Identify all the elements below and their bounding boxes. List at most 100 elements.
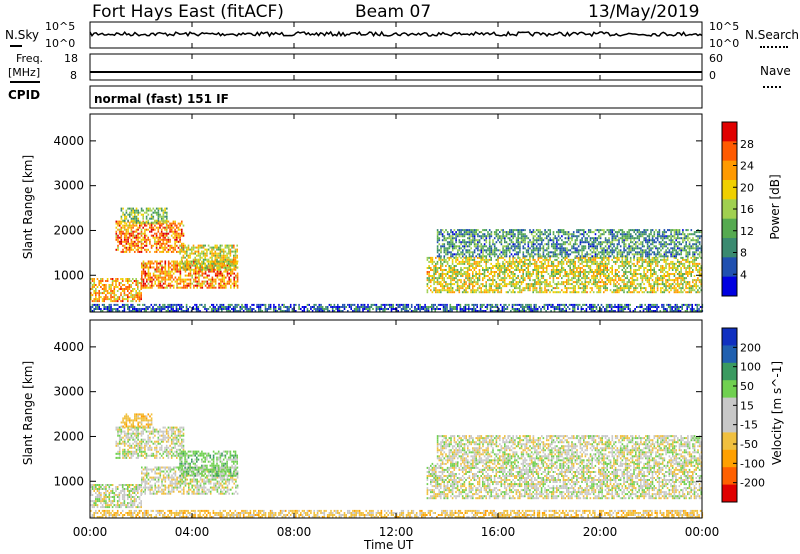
range-gate-cell <box>490 233 493 236</box>
range-gate-cell <box>441 243 444 246</box>
range-gate-cell <box>542 233 545 236</box>
range-gate-cell <box>517 233 519 236</box>
range-gate-cell <box>628 237 630 240</box>
range-gate-cell <box>176 250 178 253</box>
range-gate-cell <box>594 253 597 256</box>
range-gate-cell <box>561 260 563 263</box>
range-gate-cell <box>475 231 477 234</box>
range-gate-cell <box>545 269 548 271</box>
range-gate-cell <box>663 289 666 292</box>
range-gate-cell <box>614 271 617 273</box>
range-gate-cell <box>698 235 701 238</box>
range-gate-cell <box>196 254 198 257</box>
range-gate-cell <box>532 256 534 259</box>
range-gate-cell <box>542 277 545 280</box>
range-gate-cell <box>648 265 650 267</box>
range-gate-cell <box>688 281 691 284</box>
range-gate-cell <box>643 233 645 236</box>
range-gate-cell <box>589 256 592 259</box>
range-gate-cell <box>184 286 187 289</box>
range-gate-cell <box>483 245 486 248</box>
range-gate-cell <box>604 231 607 234</box>
range-gate-cell <box>488 287 491 290</box>
range-gate-cell <box>564 269 566 271</box>
range-gate-cell <box>505 277 508 280</box>
range-gate-cell <box>661 237 664 240</box>
range-gate-cell <box>645 239 647 242</box>
range-gate-cell <box>436 249 439 252</box>
range-gate-cell <box>593 239 595 242</box>
range-gate-cell <box>640 289 642 292</box>
range-gate-cell <box>167 240 170 243</box>
range-gate-cell <box>206 248 208 251</box>
range-gate-cell <box>603 287 605 290</box>
range-gate-cell <box>626 262 629 265</box>
range-gate-cell <box>462 239 464 242</box>
range-gate-cell <box>207 266 210 269</box>
range-gate-cell <box>508 275 511 277</box>
range-gate-cell <box>478 291 481 294</box>
range-gate-cell <box>512 273 514 275</box>
range-gate-cell <box>584 277 587 280</box>
range-gate-cell <box>184 280 187 283</box>
range-gate-cell <box>680 273 682 275</box>
range-gate-cell <box>545 283 548 286</box>
range-gate-cell <box>221 286 224 289</box>
range-gate-cell <box>603 229 605 232</box>
range-gate-cell <box>522 253 525 256</box>
range-gate-cell <box>624 285 627 288</box>
range-gate-cell <box>673 285 676 288</box>
range-gate-cell <box>582 269 585 271</box>
range-gate-cell <box>176 262 178 265</box>
range-gate-cell <box>673 281 676 284</box>
range-gate-cell <box>515 253 518 256</box>
range-gate-cell <box>576 243 578 246</box>
range-gate-cell <box>91 288 94 290</box>
range-gate-cell <box>682 239 684 242</box>
range-gate-cell <box>446 260 449 263</box>
range-gate-cell <box>156 270 158 273</box>
range-gate-cell <box>680 243 682 246</box>
range-gate-cell <box>519 256 521 259</box>
range-gate-cell <box>547 251 550 254</box>
range-gate-cell <box>589 231 592 234</box>
range-gate-cell <box>613 237 615 240</box>
range-gate-cell <box>676 283 679 286</box>
range-gate-cell <box>234 262 237 265</box>
range-gate-cell <box>144 276 146 279</box>
range-gate-cell <box>463 247 466 250</box>
range-gate-cell <box>223 270 225 273</box>
range-gate-cell <box>678 271 681 273</box>
range-gate-cell <box>671 283 674 286</box>
range-gate-cell <box>520 267 523 269</box>
range-gate-cell <box>443 279 445 282</box>
range-gate-cell <box>687 273 689 275</box>
range-gate-cell <box>147 262 150 265</box>
range-gate-cell <box>650 271 652 273</box>
range-gate-cell <box>142 272 145 275</box>
range-gate-cell <box>498 262 501 265</box>
range-gate-cell <box>441 273 444 275</box>
range-gate-cell <box>120 278 122 280</box>
range-gate-cell <box>522 262 524 265</box>
range-gate-cell <box>557 265 560 267</box>
range-gate-cell <box>120 226 123 229</box>
range-gate-cell <box>129 211 131 214</box>
range-gate-cell <box>169 248 171 251</box>
range-gate-cell <box>125 232 128 235</box>
range-gate-cell <box>566 241 568 244</box>
range-gate-cell <box>155 234 158 237</box>
range-gate-cell <box>189 284 192 287</box>
range-gate-cell <box>440 285 442 288</box>
range-gate-cell <box>653 267 655 269</box>
range-gate-cell <box>445 249 447 252</box>
range-gate-cell <box>468 275 471 277</box>
range-gate-cell <box>634 273 637 275</box>
range-gate-cell <box>515 247 518 250</box>
range-gate-cell <box>628 253 630 256</box>
range-gate-cell <box>450 235 452 238</box>
range-gate-cell <box>677 247 679 250</box>
range-gate-cell <box>492 267 494 269</box>
range-gate-cell <box>675 239 677 242</box>
range-gate-cell <box>182 224 185 227</box>
